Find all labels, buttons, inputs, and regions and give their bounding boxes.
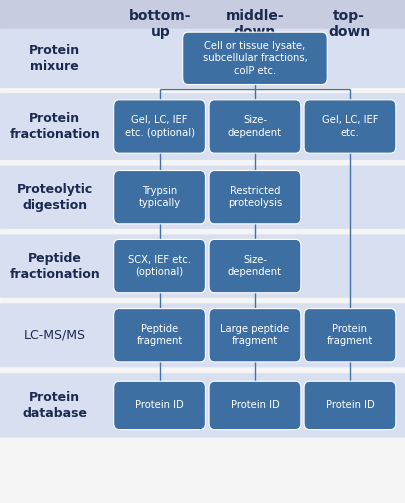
Text: middle-
down: middle- down [225, 9, 284, 39]
Text: Cell or tissue lysate,
subcellular fractions,
coIP etc.: Cell or tissue lysate, subcellular fract… [202, 41, 307, 76]
Text: Protein
mixure: Protein mixure [29, 44, 80, 73]
FancyBboxPatch shape [209, 381, 300, 430]
FancyBboxPatch shape [303, 100, 395, 153]
Text: Trypsin
typically: Trypsin typically [138, 186, 180, 208]
Text: bottom-
up: bottom- up [129, 9, 191, 39]
FancyBboxPatch shape [0, 303, 405, 367]
Text: Restricted
proteolysis: Restricted proteolysis [227, 186, 281, 208]
Text: Protein
database: Protein database [22, 391, 87, 420]
FancyBboxPatch shape [209, 239, 300, 293]
FancyBboxPatch shape [0, 29, 405, 88]
FancyBboxPatch shape [0, 165, 405, 229]
Text: Large peptide
fragment: Large peptide fragment [220, 324, 289, 347]
Text: SCX, IEF etc.
(optional): SCX, IEF etc. (optional) [128, 255, 191, 277]
Text: LC-MS/MS: LC-MS/MS [24, 329, 85, 342]
Text: Protein ID: Protein ID [230, 400, 279, 410]
FancyBboxPatch shape [113, 100, 205, 153]
FancyBboxPatch shape [0, 373, 405, 438]
Text: Size-
dependent: Size- dependent [227, 255, 281, 277]
FancyBboxPatch shape [113, 381, 205, 430]
FancyBboxPatch shape [0, 234, 405, 298]
FancyBboxPatch shape [209, 100, 300, 153]
Text: Protein ID: Protein ID [325, 400, 373, 410]
Text: Size-
dependent: Size- dependent [227, 115, 281, 138]
FancyBboxPatch shape [209, 171, 300, 224]
FancyBboxPatch shape [182, 32, 326, 85]
Text: Protein
fragment: Protein fragment [326, 324, 372, 347]
FancyBboxPatch shape [113, 171, 205, 224]
FancyBboxPatch shape [0, 93, 405, 160]
FancyBboxPatch shape [0, 0, 405, 50]
Text: top-
down: top- down [327, 9, 369, 39]
Text: Gel, LC, IEF
etc. (optional): Gel, LC, IEF etc. (optional) [124, 115, 194, 138]
FancyBboxPatch shape [113, 309, 205, 362]
Text: Gel, LC, IEF
etc.: Gel, LC, IEF etc. [321, 115, 377, 138]
Text: Protein ID: Protein ID [135, 400, 183, 410]
Text: Peptide
fragment: Peptide fragment [136, 324, 182, 347]
Text: Peptide
fractionation: Peptide fractionation [9, 252, 100, 281]
FancyBboxPatch shape [303, 309, 395, 362]
Text: Proteolytic
digestion: Proteolytic digestion [17, 183, 93, 212]
FancyBboxPatch shape [303, 381, 395, 430]
FancyBboxPatch shape [209, 309, 300, 362]
Text: Protein
fractionation: Protein fractionation [9, 112, 100, 141]
FancyBboxPatch shape [113, 239, 205, 293]
